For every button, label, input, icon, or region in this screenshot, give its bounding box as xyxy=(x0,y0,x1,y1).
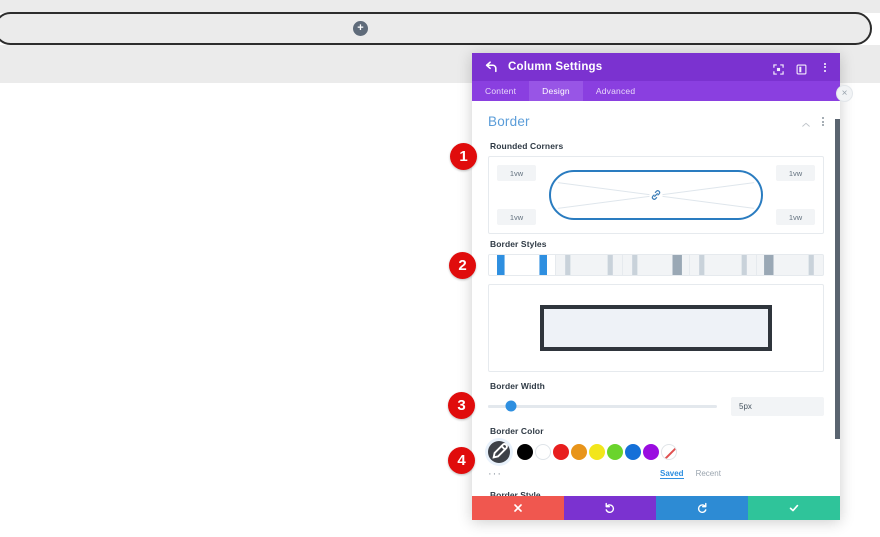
swatch-red[interactable] xyxy=(553,444,569,460)
slider-handle[interactable] xyxy=(505,400,517,412)
border-preview xyxy=(488,284,824,372)
border-color-label: Border Color xyxy=(490,426,544,436)
saved-colors-tab[interactable]: Saved xyxy=(660,469,684,479)
corner-preview-shape xyxy=(549,170,763,220)
border-top-icon[interactable] xyxy=(556,255,623,275)
swatch-white[interactable] xyxy=(535,444,551,460)
border-styles-label: Border Styles xyxy=(490,239,547,249)
border-width-control: 5px xyxy=(488,396,824,416)
builder-row[interactable] xyxy=(0,12,872,45)
undo-button[interactable] xyxy=(564,496,656,520)
modal-action-bar xyxy=(472,496,840,520)
layout-toggle-icon[interactable] xyxy=(796,62,807,74)
callout-badge-4: 4 xyxy=(448,447,475,474)
callout-badge-2: 2 xyxy=(449,252,476,279)
link-icon[interactable] xyxy=(649,188,663,202)
rounded-corners-control: 1vw 1vw 1vw 1vw xyxy=(488,156,824,234)
recent-colors-tab[interactable]: Recent xyxy=(695,469,721,478)
swatch-green[interactable] xyxy=(607,444,623,460)
color-meta-row: ··· Saved Recent xyxy=(488,467,824,481)
modal-body: Border Rounded Corners 1vw 1vw 1vw xyxy=(472,101,840,496)
builder-row-wrapper xyxy=(0,12,874,45)
border-all-icon[interactable] xyxy=(489,255,556,275)
modal-header-actions xyxy=(773,62,830,75)
modal-tabs: Content Design Advanced xyxy=(472,81,840,101)
border-style-label: Border Style xyxy=(490,490,541,496)
border-right-icon[interactable] xyxy=(623,255,690,275)
fullscreen-icon[interactable] xyxy=(773,62,784,75)
eyedropper-icon[interactable] xyxy=(488,441,510,463)
tab-advanced[interactable]: Advanced xyxy=(595,86,636,96)
tab-content[interactable]: Content xyxy=(485,86,517,96)
border-bottom-icon[interactable] xyxy=(690,255,757,275)
section-title: Border xyxy=(488,114,530,129)
modal-scrollbar[interactable] xyxy=(835,101,840,496)
save-button[interactable] xyxy=(748,496,840,520)
more-options-icon[interactable] xyxy=(819,62,830,72)
cancel-button[interactable] xyxy=(472,496,564,520)
border-width-slider[interactable] xyxy=(488,400,717,412)
close-icon[interactable]: × xyxy=(836,85,853,102)
back-arrow-icon[interactable] xyxy=(484,60,498,74)
corner-bottom-left-input[interactable]: 1vw xyxy=(497,209,536,225)
redo-button[interactable] xyxy=(656,496,748,520)
swatch-none[interactable] xyxy=(661,444,677,460)
canvas-top-strip xyxy=(0,0,880,13)
corner-top-left-input[interactable]: 1vw xyxy=(497,165,536,181)
corner-top-right-input[interactable]: 1vw xyxy=(776,165,815,181)
swatch-black[interactable] xyxy=(517,444,533,460)
callout-badge-3: 3 xyxy=(448,392,475,419)
modal-title: Column Settings xyxy=(508,61,603,73)
modal-header: Column Settings xyxy=(472,53,840,81)
rounded-corners-label: Rounded Corners xyxy=(490,141,564,151)
border-preview-box xyxy=(540,305,772,351)
color-tabs: Saved Recent xyxy=(660,469,721,479)
border-styles-control xyxy=(488,254,824,276)
add-module-button[interactable]: + xyxy=(353,21,368,36)
border-color-swatches xyxy=(488,441,824,463)
border-left-icon[interactable] xyxy=(757,255,823,275)
corner-bottom-right-input[interactable]: 1vw xyxy=(776,209,815,225)
swatch-yellow[interactable] xyxy=(589,444,605,460)
column-settings-modal: Column Settings Content xyxy=(472,53,840,520)
swatch-orange[interactable] xyxy=(571,444,587,460)
settings-scroll-area: Border Rounded Corners 1vw 1vw 1vw xyxy=(472,101,840,496)
tab-design[interactable]: Design xyxy=(529,81,583,101)
swatch-purple[interactable] xyxy=(643,444,659,460)
slider-fill xyxy=(488,404,511,408)
section-more-options-icon[interactable] xyxy=(821,117,824,126)
callout-badge-1: 1 xyxy=(450,143,477,170)
border-section-header[interactable]: Border xyxy=(488,107,824,136)
swatch-blue[interactable] xyxy=(625,444,641,460)
more-colors-button[interactable]: ··· xyxy=(488,468,502,480)
border-width-value[interactable]: 5px xyxy=(731,396,824,416)
border-width-label: Border Width xyxy=(490,381,545,391)
chevron-up-icon[interactable] xyxy=(801,117,811,127)
